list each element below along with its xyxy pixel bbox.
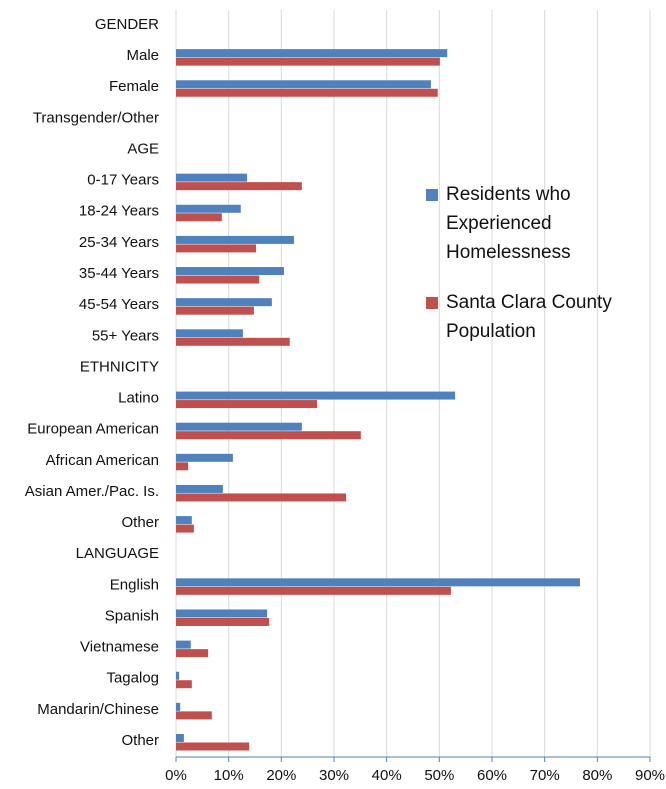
x-tick-label: 50% <box>424 767 454 784</box>
y-tick-label: African American <box>46 452 159 469</box>
x-tick-label: 80% <box>582 767 612 784</box>
x-tick-label: 90% <box>635 767 665 784</box>
x-tick-label: 60% <box>477 767 507 784</box>
x-tick-label: 20% <box>266 767 296 784</box>
bar <box>176 453 233 462</box>
bar <box>176 80 431 89</box>
bar <box>176 275 260 284</box>
y-tick-label: GENDER <box>95 16 159 33</box>
bar <box>176 182 302 191</box>
y-tick-label: Asian Amer./Pac. Is. <box>25 483 159 500</box>
legend-item: Santa Clara County Population <box>426 288 656 346</box>
bar <box>176 680 192 689</box>
bar <box>176 617 270 626</box>
y-tick-label: 55+ Years <box>92 327 159 344</box>
y-tick-label: 18-24 Years <box>79 203 159 220</box>
bar <box>176 578 580 587</box>
bar <box>176 337 290 346</box>
bar <box>176 298 272 307</box>
bar <box>176 733 184 742</box>
y-tick-label: 45-54 Years <box>79 296 159 313</box>
legend-swatch <box>426 189 438 201</box>
y-tick-label: LANGUAGE <box>76 545 159 562</box>
y-tick-label: 35-44 Years <box>79 265 159 282</box>
y-tick-label: Female <box>109 78 159 95</box>
legend-swatch <box>426 297 438 309</box>
x-tick-label: 40% <box>372 767 402 784</box>
y-tick-label: Spanish <box>105 607 159 624</box>
y-tick-label: Other <box>121 732 159 749</box>
legend-label: Santa Clara County Population <box>446 292 612 342</box>
legend-item: Residents who Experienced Homelessness <box>426 180 656 267</box>
y-tick-label: Transgender/Other <box>33 109 159 126</box>
bar <box>176 711 212 720</box>
y-tick-label: ETHNICITY <box>80 358 159 375</box>
bar <box>176 649 209 658</box>
y-tick-label: Vietnamese <box>80 639 159 656</box>
y-tick-label: Tagalog <box>106 670 159 687</box>
y-tick-label: 25-34 Years <box>79 234 159 251</box>
bar <box>176 306 254 315</box>
bar <box>176 391 456 400</box>
y-tick-label: AGE <box>127 140 159 157</box>
bar <box>176 267 284 276</box>
bar <box>176 586 451 595</box>
bar <box>176 702 181 711</box>
bar <box>176 640 191 649</box>
bar <box>176 462 189 471</box>
x-tick-label: 10% <box>214 767 244 784</box>
bar <box>176 609 268 618</box>
legend-label: Residents who Experienced Homelessness <box>446 184 571 263</box>
bar <box>176 235 294 244</box>
bar <box>176 484 223 493</box>
y-tick-label: 0-17 Years <box>87 172 159 189</box>
x-tick-label: 30% <box>319 767 349 784</box>
bar <box>176 400 318 409</box>
bar <box>176 244 257 253</box>
y-tick-label: English <box>110 576 159 593</box>
bar <box>176 49 448 58</box>
x-tick-label: 0% <box>165 767 187 784</box>
bar <box>176 204 241 213</box>
bar <box>176 524 194 533</box>
bar <box>176 173 248 182</box>
bar <box>176 329 243 338</box>
bar <box>176 516 192 525</box>
bar <box>176 671 180 680</box>
y-tick-label: Latino <box>118 390 159 407</box>
x-tick-label: 70% <box>530 767 560 784</box>
y-tick-label: Other <box>121 514 159 531</box>
bar <box>176 57 440 66</box>
bar <box>176 88 438 97</box>
bar <box>176 493 347 502</box>
legend: Residents who Experienced Homelessness Sa… <box>426 180 656 367</box>
bar <box>176 742 250 751</box>
bar <box>176 422 302 431</box>
y-tick-label: Male <box>126 47 159 64</box>
y-tick-label: European American <box>27 421 159 438</box>
bar <box>176 213 222 222</box>
bar <box>176 431 361 440</box>
y-tick-label: Mandarin/Chinese <box>37 701 159 718</box>
